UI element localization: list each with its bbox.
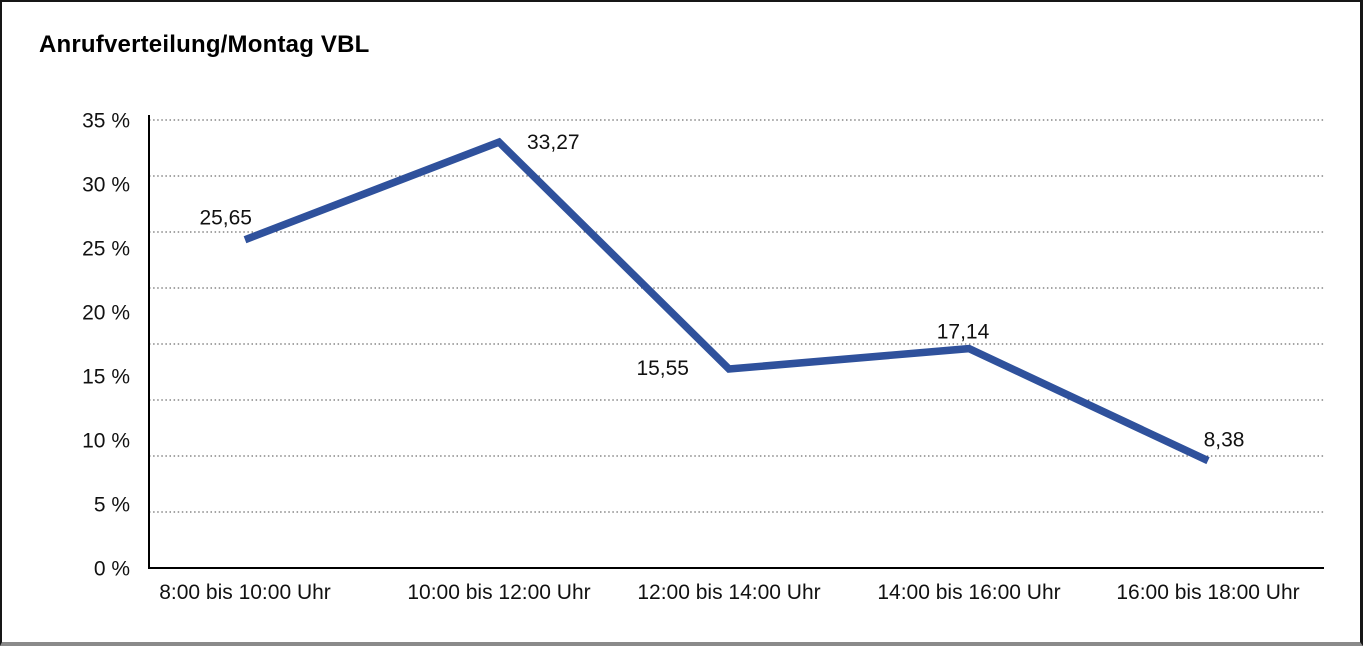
x-category-label: 14:00 bis 16:00 Uhr [877, 581, 1060, 604]
chart-title: Anrufverteilung/Montag VBL [39, 31, 370, 58]
data-point-label: 17,14 [937, 321, 990, 344]
data-point-label: 33,27 [527, 131, 580, 154]
y-tick-label: 25 % [82, 238, 130, 261]
y-tick-label: 20 % [82, 302, 130, 325]
y-tick-label: 35 % [82, 110, 130, 133]
y-tick-label: 0 % [94, 558, 130, 581]
y-tick-label: 10 % [82, 430, 130, 453]
series-line [243, 137, 1210, 465]
y-tick-label: 30 % [82, 174, 130, 197]
x-category-label: 8:00 bis 10:00 Uhr [159, 581, 331, 604]
data-point-label: 8,38 [1204, 429, 1245, 452]
x-category-label: 12:00 bis 14:00 Uhr [637, 581, 820, 604]
data-point-label: 15,55 [636, 357, 689, 380]
x-category-label: 10:00 bis 12:00 Uhr [407, 581, 590, 604]
y-tick-label: 15 % [82, 366, 130, 389]
x-category-label: 16:00 bis 18:00 Uhr [1116, 581, 1299, 604]
y-tick-label: 5 % [94, 494, 130, 517]
data-point-label: 25,65 [199, 207, 252, 230]
